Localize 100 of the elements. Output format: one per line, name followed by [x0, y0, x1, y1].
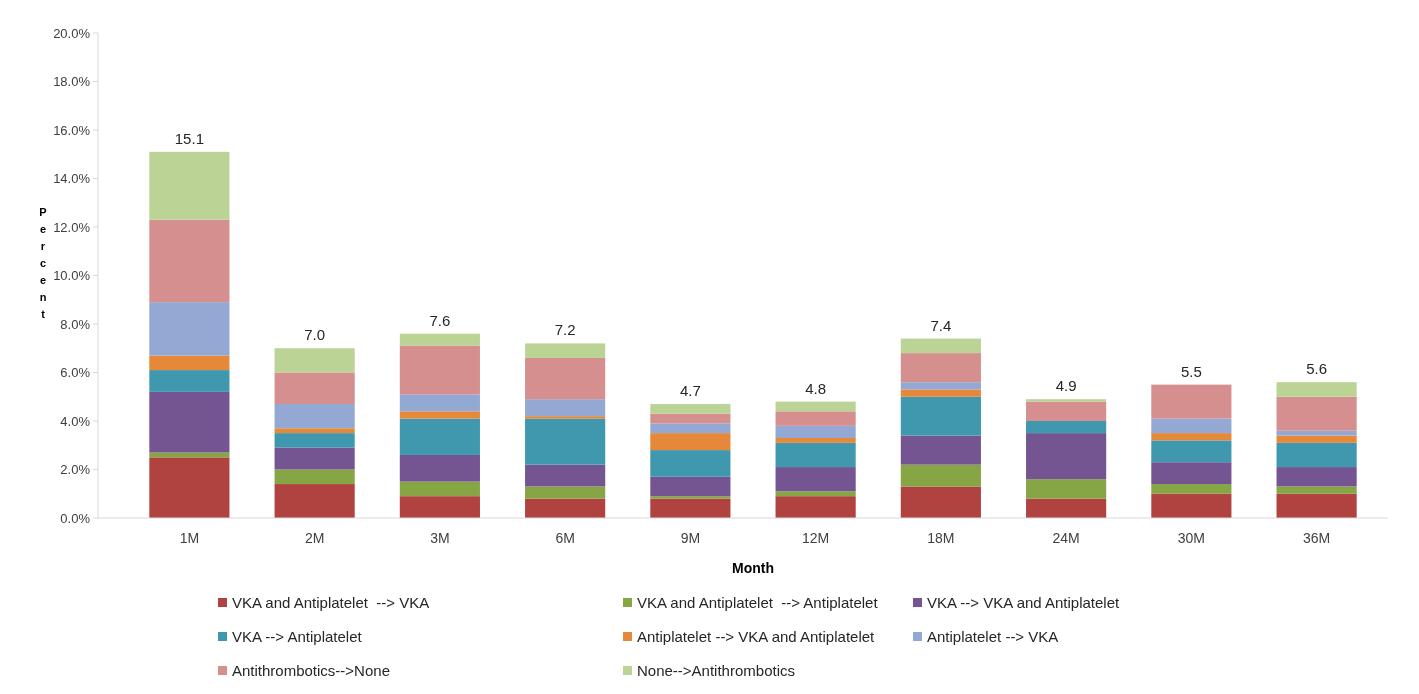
- x-tick-label: 1M: [179, 530, 200, 546]
- bar: [650, 404, 731, 414]
- total-label: 5.5: [1180, 362, 1202, 380]
- x-tick-label: 30M: [1177, 530, 1205, 546]
- y-tick-label: 0.0%: [60, 510, 91, 526]
- legend-label: VKA and Antiplatelet --> Antiplatelet: [637, 594, 879, 612]
- x-tick-label: 9M: [680, 530, 701, 546]
- bar: [1026, 401, 1107, 421]
- bar: [399, 333, 480, 346]
- y-tick-label: 14.0%: [53, 171, 91, 187]
- legend-label: VKA --> Antiplatelet: [232, 628, 363, 646]
- bar: [525, 498, 606, 518]
- bar: [900, 338, 981, 354]
- y-tick-label: 8.0%: [60, 316, 91, 332]
- y-tick-label: 16.0%: [53, 122, 91, 138]
- legend-label: Antiplatelet --> VKA: [927, 628, 1059, 646]
- bar: [900, 396, 981, 436]
- legend-label: Antithrombotics-->None: [232, 662, 390, 680]
- bar: [650, 496, 731, 499]
- total-label: 7.4: [930, 316, 952, 334]
- bar: [1276, 467, 1357, 487]
- x-tick-label: 36M: [1302, 530, 1331, 546]
- x-tick-label: 6M: [555, 530, 575, 546]
- bar: [399, 411, 480, 419]
- y-tick-label: 2.0%: [60, 462, 91, 478]
- bar: [1276, 396, 1357, 431]
- bar: [1026, 498, 1107, 518]
- total-label: 7.2: [554, 321, 576, 339]
- bar: [525, 464, 606, 487]
- bar: [650, 476, 731, 497]
- y-tick-label: 20.0%: [53, 25, 91, 41]
- bar: [1151, 384, 1232, 419]
- bar: [525, 399, 606, 417]
- y-tick-label: 4.0%: [60, 413, 91, 429]
- total-label: 5.6: [1306, 360, 1328, 378]
- total-label: 4.8: [805, 379, 827, 397]
- bar: [650, 413, 731, 424]
- x-tick-label: 12M: [802, 530, 830, 546]
- bar: [525, 418, 606, 465]
- bar: [274, 404, 355, 429]
- bar: [775, 401, 856, 412]
- bar: [650, 498, 731, 518]
- bar: [525, 416, 606, 419]
- x-axis-title: Month: [732, 560, 774, 576]
- bar: [1151, 433, 1232, 441]
- x-tick-label: 24M: [1052, 530, 1080, 546]
- bar: [1026, 399, 1107, 402]
- bar: [399, 496, 480, 518]
- bar: [1151, 440, 1232, 463]
- bar: [1026, 433, 1107, 480]
- bar: [149, 457, 230, 518]
- y-tick-label: 6.0%: [60, 365, 91, 381]
- bar: [650, 450, 731, 477]
- bar: [900, 353, 981, 383]
- bar: [1026, 421, 1107, 434]
- x-tick-label: 3M: [430, 530, 450, 546]
- legend-label: VKA --> VKA and Antiplatelet: [927, 594, 1121, 612]
- total-label: 4.7: [679, 382, 701, 400]
- bar: [274, 428, 355, 434]
- x-tick-label: 2M: [304, 530, 325, 546]
- bar: [399, 481, 480, 497]
- bar: [775, 442, 856, 468]
- bar: [775, 467, 856, 492]
- total-label: 7.0: [304, 326, 326, 344]
- bar: [900, 464, 981, 487]
- bar: [525, 357, 606, 400]
- bar: [1276, 435, 1357, 443]
- y-tick-label: 12.0%: [53, 219, 91, 235]
- bar: [274, 469, 355, 485]
- legend-label: None-->Antithrombotics: [637, 662, 795, 680]
- bar: [149, 151, 230, 220]
- bar: [1151, 462, 1232, 485]
- x-tick-label: 18M: [927, 530, 955, 546]
- bar: [399, 454, 480, 482]
- bar: [274, 433, 355, 448]
- bar: [525, 486, 606, 499]
- bar: [1151, 493, 1232, 518]
- bar: [399, 418, 480, 455]
- bar: [149, 219, 230, 303]
- bar: [900, 382, 981, 390]
- bar: [650, 433, 731, 451]
- bar: [149, 370, 230, 392]
- legend-label: VKA and Antiplatelet --> VKA: [232, 594, 430, 612]
- total-label: 4.9: [1055, 377, 1077, 395]
- bar: [274, 348, 355, 373]
- bar: [149, 302, 230, 356]
- bar: [274, 372, 355, 405]
- total-label: 7.6: [429, 311, 451, 329]
- y-tick-label: 10.0%: [53, 268, 91, 284]
- bar: [650, 423, 731, 434]
- y-axis-title: Percent: [39, 206, 47, 320]
- bar: [274, 484, 355, 518]
- bar: [775, 437, 856, 443]
- bar: [900, 435, 981, 465]
- bar: [775, 425, 856, 438]
- bar: [775, 496, 856, 518]
- bar: [1276, 493, 1357, 518]
- bar: [1276, 382, 1357, 397]
- bar: [525, 343, 606, 358]
- bar: [149, 355, 230, 371]
